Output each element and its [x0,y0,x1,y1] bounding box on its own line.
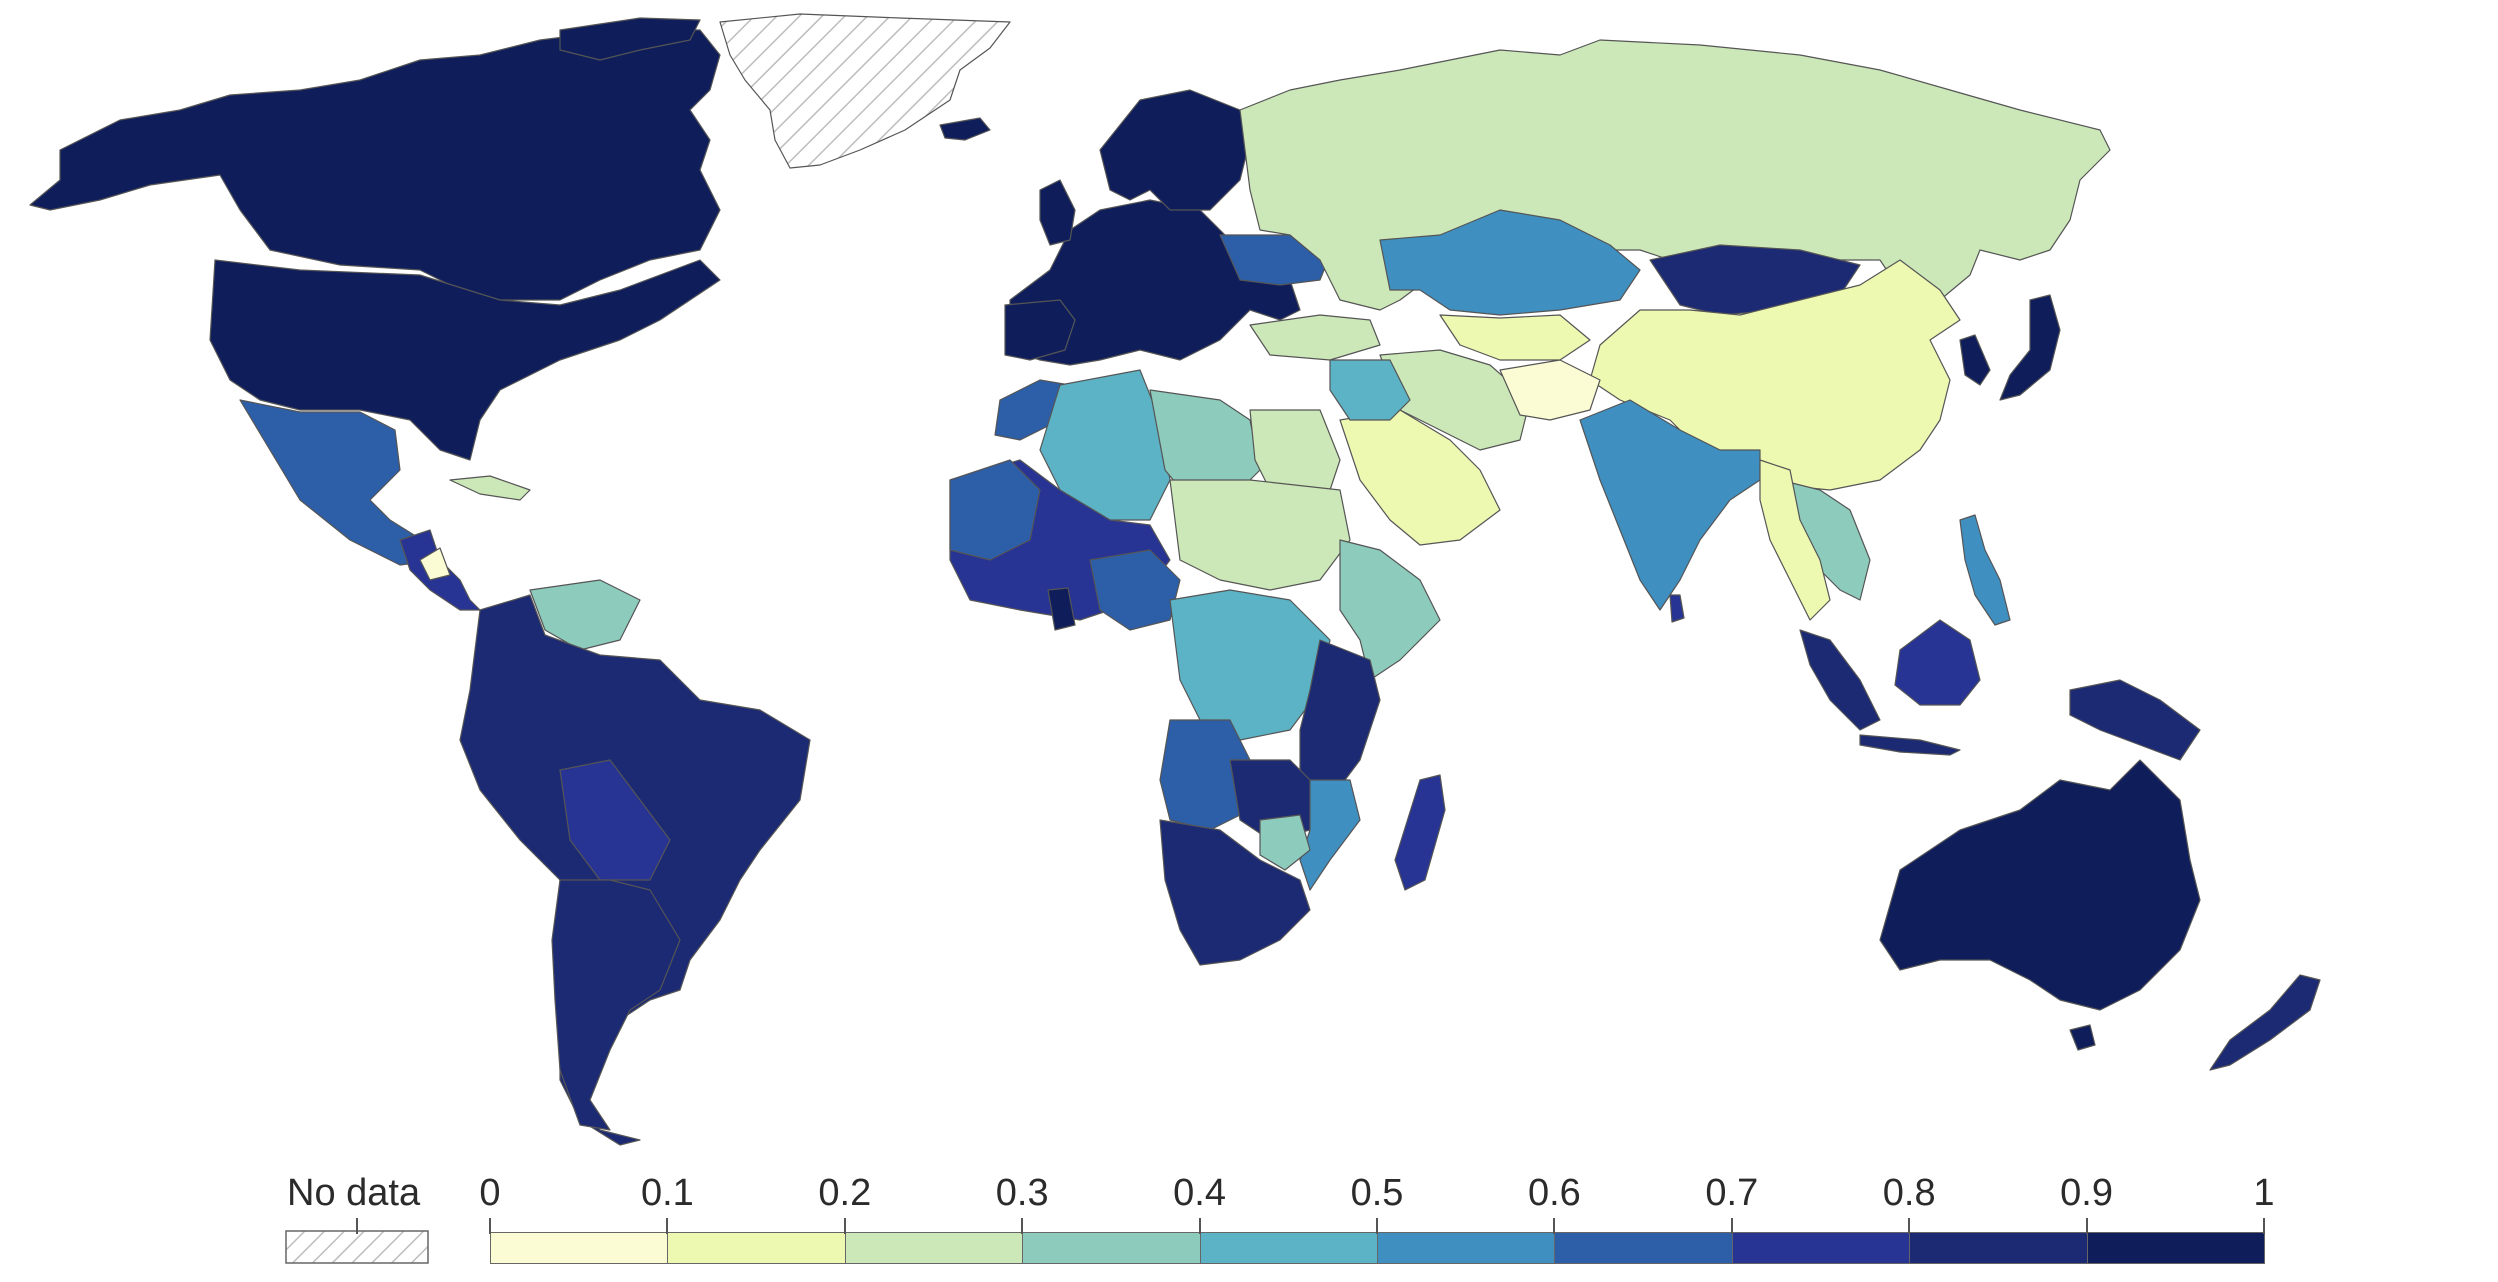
region-southern-africa[interactable] [1159,819,1311,966]
legend-swatch [667,1232,846,1264]
legend-tick [1021,1218,1024,1234]
legend-tick-label: 0.7 [1705,1172,1759,1214]
region-japan[interactable] [1999,294,2061,401]
region-egypt[interactable] [1249,409,1341,491]
legend-tick-label: 0.4 [1173,1172,1226,1214]
region-australia[interactable] [1879,759,2201,1011]
legend-swatch [1199,1232,1378,1264]
legend-swatch [1731,1232,1911,1264]
region-scandinavia[interactable] [1099,89,1251,211]
region-tasmania[interactable] [2069,1024,2096,1051]
region-nicaragua[interactable] [419,547,451,581]
no-data-tick [356,1218,358,1234]
region-central-asia[interactable] [1439,314,1591,361]
region-ghana[interactable] [1047,587,1076,631]
region-botswana[interactable] [1259,814,1311,871]
legend-tick [2085,1218,2088,1234]
region-nigeria[interactable] [1089,549,1181,631]
legend-tick [666,1218,669,1234]
legend-tick-label: 0.2 [818,1172,872,1214]
region-kazakhstan[interactable] [1379,209,1641,316]
legend-tick [2263,1218,2265,1234]
legend-tick-label: 1 [2253,1172,2275,1214]
legend-tick-label: 0.8 [1882,1172,1936,1214]
legend-tick-label: 0.1 [640,1172,694,1214]
region-chad-sudan[interactable] [1169,479,1351,591]
no-data-swatch [285,1230,429,1264]
region-india[interactable] [1579,399,1761,611]
region-indonesia-sumatra[interactable] [1799,629,1881,731]
legend-swatch [844,1232,1024,1264]
region-madagascar[interactable] [1394,774,1446,891]
region-argentina-chile[interactable] [551,879,681,1131]
region-mali-mauritania[interactable] [949,459,1041,561]
region-mozambique[interactable] [1299,779,1361,891]
region-greenland[interactable] [719,13,1011,169]
legend-tick [1198,1218,1201,1234]
region-usa[interactable] [209,259,721,461]
region-papua[interactable] [2069,679,2201,761]
region-iran[interactable] [1379,349,1531,451]
legend-tick-label: 0.6 [1527,1172,1581,1214]
legend-swatch [2086,1232,2265,1264]
region-indonesia-java[interactable] [1859,734,1961,756]
region-venezuela[interactable] [529,579,641,651]
region-iceland[interactable] [939,117,991,141]
legend-swatch [490,1232,669,1264]
region-korea[interactable] [1959,334,1991,386]
region-canada-islands[interactable] [559,17,701,61]
legend-swatch [1377,1232,1556,1264]
region-ethiopia-somalia[interactable] [1339,539,1441,681]
region-angola[interactable] [1159,719,1251,831]
region-afghanistan[interactable] [1499,359,1601,421]
legend-tick-label: 0 [479,1172,501,1214]
legend-tick [1730,1218,1733,1234]
region-saudi-arabia[interactable] [1339,409,1501,546]
region-myanmar-thailand[interactable] [1759,459,1831,621]
region-cuba[interactable] [449,475,531,501]
region-iraq-syria[interactable] [1329,359,1411,421]
legend-swatch [1022,1232,1201,1264]
region-algeria[interactable] [1039,369,1171,521]
no-data-label: No data [287,1172,421,1214]
region-turkey[interactable] [1249,314,1381,361]
region-indonesia-borneo[interactable] [1894,619,1981,706]
region-canada-alaska[interactable] [29,29,721,301]
legend-tick-label: 0.5 [1350,1172,1404,1214]
region-uk[interactable] [1039,179,1076,246]
region-philippines[interactable] [1959,514,2011,626]
region-mexico[interactable] [239,399,441,566]
legend-tick [843,1218,846,1234]
region-bolivia[interactable] [559,759,671,881]
legend-tick [489,1218,491,1234]
region-sri-lanka[interactable] [1669,594,1685,623]
legend-tick [1908,1218,1911,1234]
legend-tick [1376,1218,1378,1234]
region-iberia[interactable] [1004,299,1076,361]
legend-tick-label: 0.9 [2060,1172,2113,1214]
region-new-zealand[interactable] [2209,974,2321,1071]
legend-swatch [1909,1232,2088,1264]
legend-swatch [1554,1232,1733,1264]
legend-tick-label: 0.3 [995,1172,1049,1214]
legend-tick [1553,1218,1556,1234]
